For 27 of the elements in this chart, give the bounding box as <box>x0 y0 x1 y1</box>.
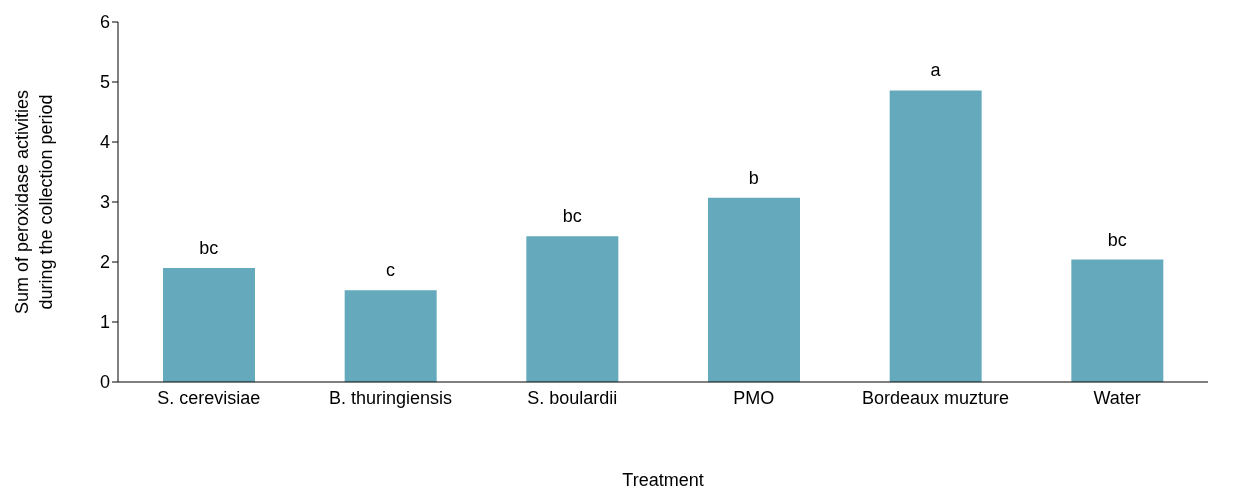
y-tick-label: 0 <box>99 372 110 393</box>
annotation: bc <box>562 206 582 227</box>
bar <box>163 268 255 382</box>
y-tick-label: 5 <box>99 72 110 93</box>
x-axis-title: Treatment <box>622 470 704 490</box>
annotation: c <box>386 260 395 281</box>
bar <box>708 197 800 382</box>
annotation: bc <box>199 238 219 258</box>
bar <box>526 236 619 382</box>
x-tick-label: Water <box>1093 388 1141 408</box>
annotation: b <box>748 167 759 188</box>
y-tick-label: 1 <box>99 312 110 333</box>
x-tick-label: Bordeaux muzture <box>861 388 1010 408</box>
y-tick-label: 6 <box>99 12 110 33</box>
x-tick-label: S. boulardii <box>527 388 618 408</box>
y-tick-label: 4 <box>99 132 110 153</box>
y-tick-label: 3 <box>99 192 110 213</box>
x-tick-label: S. cerevisiae <box>157 388 261 408</box>
annotation: a <box>930 60 942 81</box>
bar <box>889 90 982 382</box>
bar <box>344 290 437 382</box>
x-tick-label: B. thuringiensis <box>328 388 453 408</box>
y-axis-title: Sum of peroxidase activities during the collection period <box>12 89 56 315</box>
x-tick-label: PMO <box>733 388 775 408</box>
annotation: bc <box>1107 229 1127 250</box>
bar <box>1071 259 1164 382</box>
y-tick-label: 2 <box>99 252 110 273</box>
